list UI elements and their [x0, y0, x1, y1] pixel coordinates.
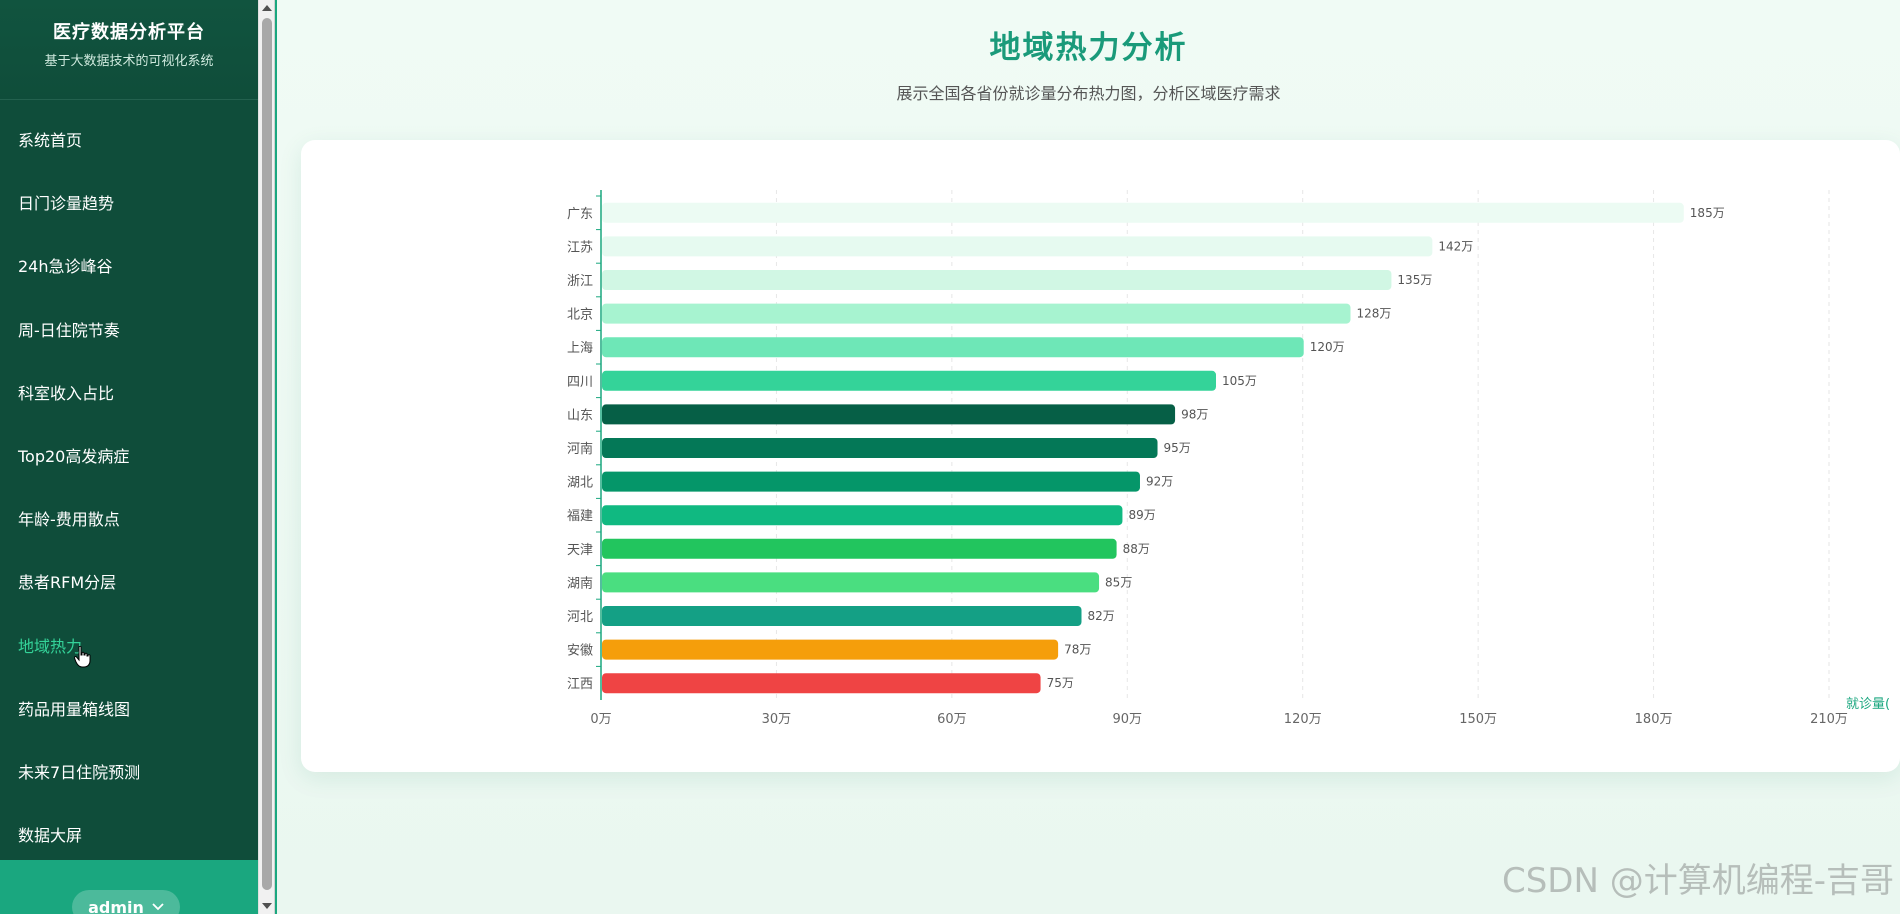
y-tick-label: 浙江: [567, 274, 593, 289]
data-label: 185万: [1690, 206, 1725, 220]
y-tick-label: 河北: [567, 610, 593, 625]
sidebar-item[interactable]: 地域热力: [18, 636, 83, 656]
data-label: 128万: [1356, 307, 1391, 321]
sidebar-item[interactable]: 药品用量箱线图: [18, 699, 131, 719]
data-label: 75万: [1047, 676, 1074, 690]
page-title: 地域热力分析: [989, 30, 1188, 66]
x-tick-label: 120万: [1284, 712, 1322, 727]
username: admin: [88, 897, 144, 914]
data-label: 92万: [1146, 475, 1173, 489]
scroll-down-arrow-icon[interactable]: [262, 903, 272, 909]
chart-card: 0万 30万 60万 90万 120万 150万 180万 210万 广东 185万江苏 142万浙…: [301, 140, 1900, 772]
x-tick-label: 30万: [762, 712, 792, 727]
app-subtitle: 基于大数据技术的可视化系统: [44, 54, 214, 69]
x-tick-label: 90万: [1113, 712, 1143, 727]
data-label: 89万: [1128, 508, 1155, 522]
page-subtitle: 展示全国各省份就诊量分布热力图，分析区域医疗需求: [896, 84, 1281, 103]
scrollbar-thumb[interactable]: [262, 18, 272, 890]
chevron-down-icon: [152, 903, 164, 911]
y-tick-label: 天津: [567, 543, 593, 558]
bar[interactable]: [602, 337, 1304, 358]
y-tick-label: 湖南: [567, 575, 593, 591]
bar[interactable]: [602, 236, 1433, 257]
sidebar-item[interactable]: 未来7日住院预测: [18, 762, 141, 782]
y-tick-label: 四川: [567, 375, 593, 390]
user-bar: admin: [0, 860, 258, 914]
scroll-up-arrow-icon[interactable]: [262, 5, 272, 11]
bar[interactable]: [602, 438, 1158, 458]
x-tick-label: 180万: [1635, 712, 1673, 727]
brand: 医疗数据分析平台 基于大数据技术的可视化系统: [0, 0, 258, 100]
app-title: 医疗数据分析平台: [53, 22, 205, 43]
sidebar: 医疗数据分析平台 基于大数据技术的可视化系统 系统首页日门诊量趋势 24h急诊峰谷…: [0, 0, 258, 914]
watermark: CSDN @计算机编程-吉哥: [1501, 861, 1894, 901]
y-tick-label: 福建: [567, 509, 593, 524]
sidebar-item[interactable]: 系统首页: [18, 131, 83, 150]
y-tick-label: 山东: [567, 408, 593, 423]
main-content: 地域热力分析 展示全国各省份就诊量分布热力图，分析区域医疗需求 0万 30万 60万…: [277, 0, 1900, 914]
bar[interactable]: [602, 202, 1684, 223]
sidebar-nav: 系统首页日门诊量趋势 24h急诊峰谷 周-日住院节奏 科室收入占比 Top20高发病症年…: [0, 109, 258, 867]
bar[interactable]: [602, 471, 1140, 492]
bar[interactable]: [602, 639, 1059, 660]
data-label: 142万: [1438, 239, 1473, 253]
y-tick-label: 安徽: [567, 644, 593, 659]
y-tick-label: 湖北: [567, 476, 593, 491]
data-label: 135万: [1397, 273, 1432, 287]
x-tick-label: 150万: [1459, 712, 1497, 727]
bar[interactable]: [602, 370, 1216, 391]
data-label: 78万: [1064, 643, 1091, 657]
sidebar-item[interactable]: 患者RFM分层: [18, 573, 117, 593]
y-tick-label: 北京: [567, 308, 593, 323]
sidebar-item[interactable]: Top20高发病症: [18, 446, 130, 466]
data-label: 88万: [1123, 542, 1150, 556]
sidebar-item[interactable]: 数据大屏: [18, 826, 83, 846]
y-tick-label: 河南: [567, 441, 593, 457]
hand-cursor-icon: [74, 646, 91, 668]
y-tick-label: 江西: [567, 677, 593, 692]
data-label: 98万: [1181, 407, 1208, 421]
bar[interactable]: [602, 673, 1041, 694]
sidebar-scrollbar[interactable]: [258, 0, 275, 914]
sidebar-item[interactable]: 日门诊量趋势: [18, 194, 115, 214]
sidebar-item[interactable]: 周-日住院节奏: [18, 320, 120, 340]
y-tick-label: 江苏: [567, 239, 593, 255]
data-label: 105万: [1222, 374, 1257, 388]
data-label: 120万: [1310, 340, 1345, 354]
x-tick-label: 60万: [937, 712, 967, 727]
y-tick-label: 上海: [567, 341, 593, 356]
data-label: 85万: [1105, 575, 1132, 589]
bar[interactable]: [602, 303, 1351, 324]
data-label: 82万: [1088, 609, 1115, 623]
y-tick-label: 广东: [567, 207, 593, 222]
sidebar-item[interactable]: 24h急诊峰谷: [18, 257, 113, 277]
x-tick-label: 0万: [590, 712, 611, 727]
x-tick-label: 210万: [1810, 712, 1848, 727]
user-menu-button[interactable]: admin: [72, 890, 180, 914]
sidebar-item[interactable]: 年龄-费用散点: [18, 510, 120, 530]
bar[interactable]: [602, 606, 1082, 626]
bar[interactable]: [602, 404, 1176, 425]
bar[interactable]: [602, 270, 1392, 290]
bar[interactable]: [602, 572, 1100, 593]
sidebar-item[interactable]: 科室收入占比: [18, 383, 115, 403]
x-axis-label: 就诊量(: [1846, 697, 1890, 712]
bar[interactable]: [602, 505, 1123, 526]
data-label: 95万: [1164, 441, 1191, 455]
bar[interactable]: [602, 538, 1117, 559]
divider: [275, 0, 277, 914]
